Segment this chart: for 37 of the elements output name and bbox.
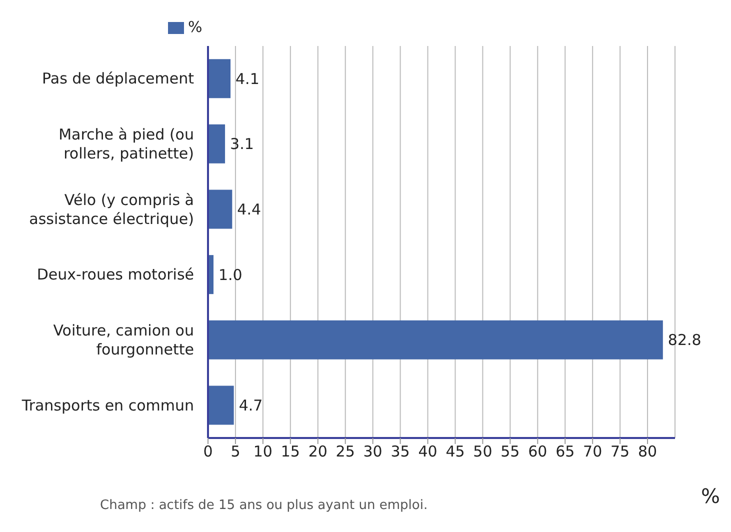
x-tick-label: 15 [280,442,300,461]
data-label: 1.0 [218,266,242,284]
x-tick-label: 80 [638,442,658,461]
y-tick-label: Marche à pied (ou rollers, patinette) [58,126,194,162]
y-tick-label: Voiture, camion ou fourgonnette [53,322,194,358]
x-tick-label: 45 [446,442,465,461]
data-label: 4.7 [238,396,263,415]
x-tick-label: 0 [203,442,213,461]
x-tick-label: 50 [473,442,492,461]
data-label: 4.4 [237,200,262,219]
bar [208,190,232,229]
legend-label: % [188,18,202,36]
text: Champ : actifs de 15 ans ou plus ayant un emploi. [100,498,428,513]
data-label: 3.1 [230,135,254,154]
x-tick-label: 25 [336,442,355,461]
bar [208,320,663,360]
x-tick-label: 75 [610,442,630,461]
x-tick-label: 10 [253,442,272,461]
data-label: 4.1 [236,70,260,88]
data-label: 82.8 [668,331,702,350]
x-tick-label: 40 [418,442,438,461]
bar [208,59,231,98]
bar [208,386,234,425]
bar [208,124,226,164]
x-tick-label: 65 [556,442,575,461]
y-tick-label: Deux-roues motorisé [36,266,194,284]
x-tick-label: 35 [390,442,410,461]
x-tick-label: 60 [528,442,548,461]
x-axis-title: % [700,484,720,508]
x-tick-label: 5 [230,442,240,461]
y-tick-label: Vélo (y compris à assistance électrique) [29,190,194,228]
y-tick-label: Transports en commun [20,396,194,414]
x-tick-label: 30 [363,442,382,461]
y-tick-label: Pas de déplacement [42,70,194,88]
x-tick-label: 70 [583,442,602,461]
x-tick-label: 20 [308,442,328,461]
x-tick-label: 55 [500,442,520,461]
